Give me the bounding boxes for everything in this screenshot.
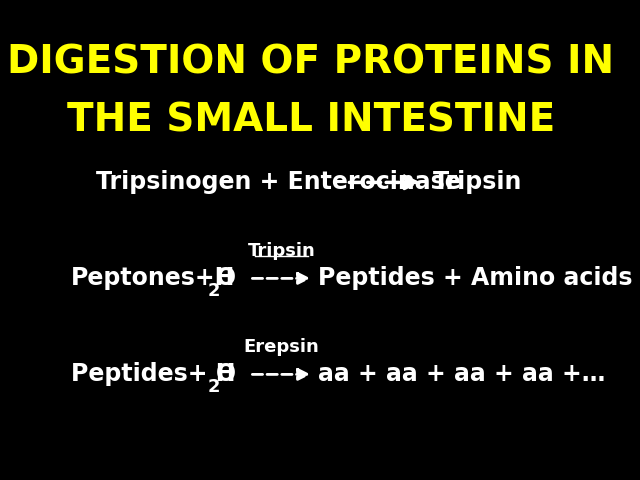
Text: Peptides+ H: Peptides+ H <box>71 362 236 386</box>
Text: Peptones+H: Peptones+H <box>71 266 236 290</box>
Text: 2: 2 <box>208 282 220 300</box>
Text: O: O <box>216 266 237 290</box>
Text: THE SMALL INTESTINE: THE SMALL INTESTINE <box>67 101 555 139</box>
Text: Tripsinogen + Enterocinase: Tripsinogen + Enterocinase <box>97 170 461 194</box>
Text: Peptides + Amino acids: Peptides + Amino acids <box>319 266 633 290</box>
Text: O: O <box>216 362 237 386</box>
Text: Tripsin: Tripsin <box>433 170 523 194</box>
Text: aa + aa + aa + aa +…: aa + aa + aa + aa +… <box>319 362 606 386</box>
Text: Tripsin: Tripsin <box>248 241 316 260</box>
Text: Erepsin: Erepsin <box>244 337 319 356</box>
Text: DIGESTION OF PROTEINS IN: DIGESTION OF PROTEINS IN <box>7 43 614 82</box>
Text: 2: 2 <box>208 378 220 396</box>
